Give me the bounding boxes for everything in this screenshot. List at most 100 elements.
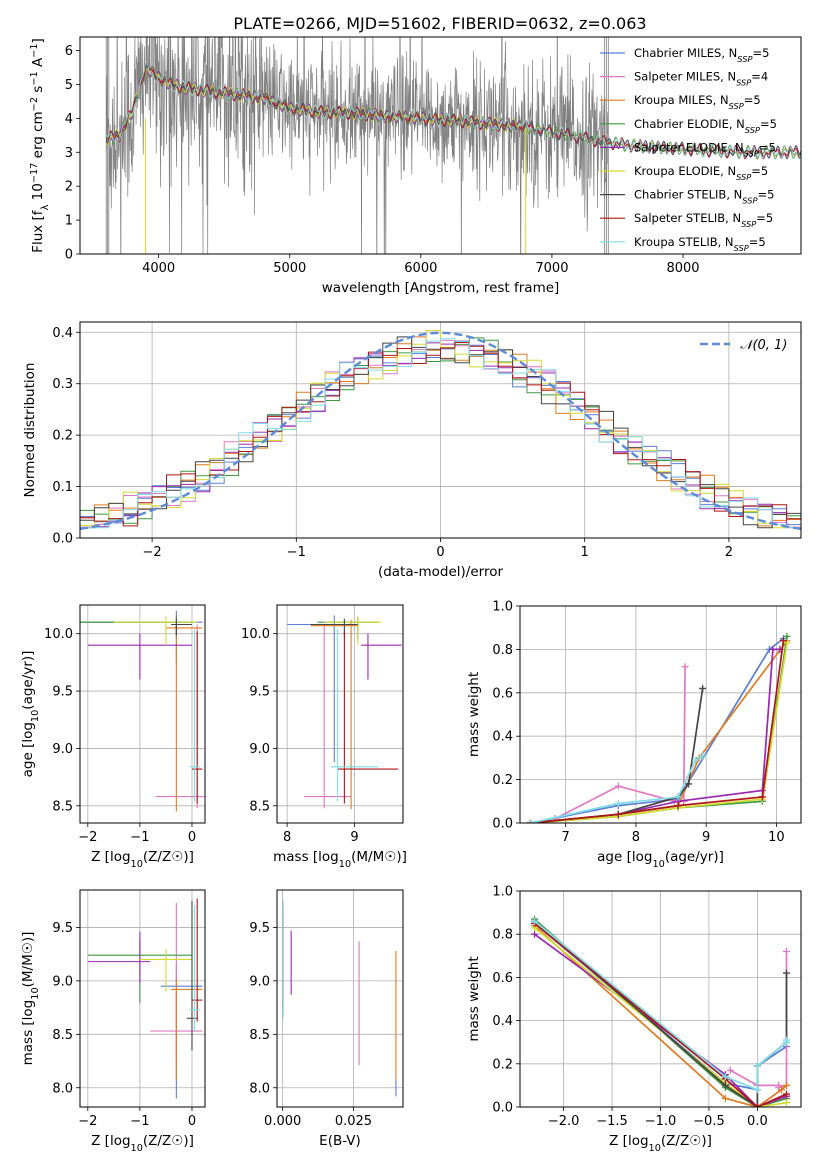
label-part: =5: [744, 93, 761, 107]
label-part: (age/yr)]: [665, 849, 724, 865]
y-tick-label: 9.5: [52, 921, 73, 936]
label-part: =5: [756, 211, 773, 225]
y-tick-label: 1.0: [492, 600, 513, 615]
label-part: ]: [30, 38, 46, 43]
label-part: SSP: [744, 148, 759, 158]
x-tick-label: 0: [436, 545, 444, 560]
y-tick-label: 0.2: [492, 1057, 513, 1072]
mass-weight-line: [530, 640, 788, 823]
y-axis-label: mass weight: [466, 672, 482, 757]
point-marker: [753, 1086, 761, 1094]
x-tick-label: −1: [130, 1114, 149, 1129]
point-marker: [685, 780, 693, 788]
x-axis-label: E(B-V): [319, 1133, 361, 1149]
point-marker: [782, 1090, 790, 1098]
label-part: 10: [30, 987, 41, 999]
x-axis-label: wavelength [Angstrom, rest frame]: [322, 280, 560, 296]
x-tick-label: 5000: [273, 261, 306, 276]
mass-weight-line: [533, 922, 787, 1107]
x-tick-label: 8: [283, 830, 291, 845]
y-tick-label: 0.8: [492, 928, 513, 943]
point-marker: [782, 947, 790, 955]
error-bar: [80, 610, 203, 663]
axes-frame: [79, 36, 802, 255]
y-tick-label: 4: [65, 112, 73, 127]
plot-area: [87, 898, 203, 1099]
error-bar: [337, 631, 399, 804]
plot-area: [527, 632, 791, 823]
error-bar: [330, 629, 379, 802]
error-bar: [87, 931, 151, 983]
label-part: log: [632, 849, 653, 865]
label-part: A: [30, 57, 46, 71]
mass-weight-line: [530, 636, 788, 823]
point-marker: [769, 645, 777, 653]
residual-histogram-step: [80, 337, 801, 524]
legend-entry: Kroupa ELODIE, NSSP=5: [634, 164, 768, 182]
label-part: SSP: [742, 196, 757, 206]
error-bar: [189, 629, 200, 802]
label-part: Salpeter MILES, N: [634, 70, 736, 84]
label-part: Salpeter STELIB, N: [634, 211, 741, 225]
label-part: Normed distribution: [22, 363, 38, 498]
point-marker: [614, 782, 622, 790]
plot-area: [287, 615, 402, 810]
y-tick-label: 9.0: [249, 742, 270, 757]
y-tick-label: 0: [65, 248, 73, 263]
point-marker: [721, 1073, 729, 1081]
label-part: Kroupa MILES, N: [634, 93, 729, 107]
error-bar: [80, 616, 192, 634]
label-part: 10: [131, 1143, 143, 1154]
y-tick-label: 0.3: [52, 377, 73, 392]
label-part: mass weight: [466, 672, 482, 757]
axes-frame: [519, 605, 802, 824]
x-tick-label: 0.025: [335, 1114, 372, 1129]
y-tick-label: 8.5: [52, 1028, 73, 1043]
mass-weight-line: [530, 754, 704, 823]
y-axis-label: mass [log10(M/M☉)]: [20, 932, 41, 1066]
label-part: SSP: [736, 172, 751, 182]
label-part: age [: [20, 743, 36, 778]
x-tick-label: −2: [143, 545, 162, 560]
label-part: =5: [751, 164, 768, 178]
label-part: log: [20, 1000, 36, 1021]
label-part: (Z/Z☉)]: [661, 1133, 712, 1149]
x-tick-label: −2: [78, 830, 97, 845]
point-marker: [614, 799, 622, 807]
legend-entry: Chabrier MILES, NSSP=5: [634, 46, 769, 64]
model-spectrum: [105, 61, 801, 160]
x-tick-label: 0: [188, 1114, 196, 1129]
error-bar: [310, 619, 358, 810]
y-tick-label: 0.0: [492, 1101, 513, 1116]
mass-weight-line: [533, 924, 788, 1107]
label-part: Flux [: [30, 215, 46, 253]
axes-frame: [79, 604, 206, 824]
plot-area: [80, 330, 801, 531]
label-part: f: [30, 209, 46, 215]
label-part: Z [: [91, 849, 110, 865]
axes-frame: [79, 321, 802, 539]
point-marker: [674, 793, 682, 801]
x-tick-label: 7: [562, 830, 570, 845]
label-part: Kroupa ELODIE, N: [634, 164, 736, 178]
legend-entry: Salpeter ELODIE, NSSP=5: [634, 140, 776, 158]
point-marker: [726, 1066, 734, 1074]
point-marker: [782, 1036, 790, 1044]
panel-mass-vs-ebv: 0.000 0.025 8.0 8.5 9.0 9.5 E(B-V): [249, 889, 404, 1149]
error-bar: [189, 904, 200, 1032]
error-bar: [361, 633, 402, 680]
legend-entry: Salpeter STELIB, NSSP=5: [634, 211, 773, 229]
error-bar: [171, 618, 192, 636]
point-marker: [758, 793, 766, 801]
label-part: SSP: [734, 243, 749, 253]
label-part: 10: [30, 710, 41, 722]
panel-mass-vs-Z: −2 −1 08.08.59.09.5Z [log10(Z/Z☉)]mass [lo…: [20, 889, 206, 1154]
point-marker: [782, 1099, 790, 1107]
label-part: Chabrier STELIB, N: [634, 188, 742, 202]
y-tick-label: 8.0: [52, 1081, 73, 1096]
point-marker: [779, 637, 787, 645]
y-tick-label: 10.0: [241, 627, 270, 642]
legend-entry: Salpeter MILES, NSSP=4: [634, 70, 768, 88]
y-tick-label: 9.0: [52, 974, 73, 989]
